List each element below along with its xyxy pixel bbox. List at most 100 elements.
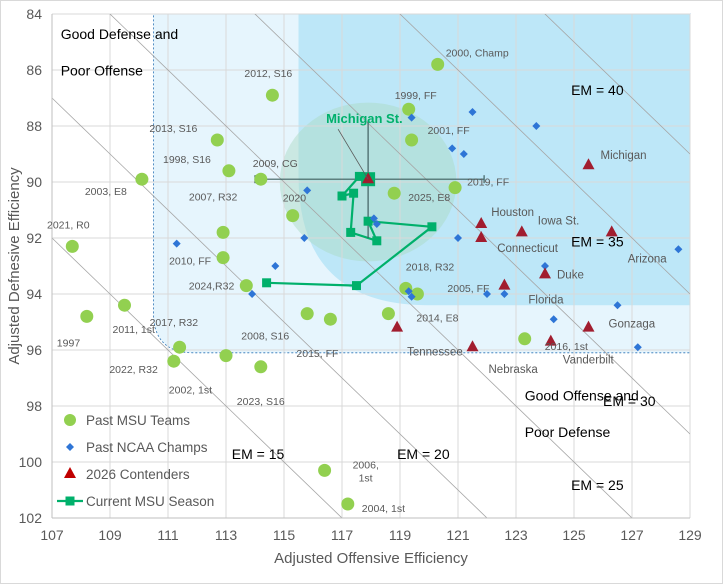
msu-point-label: 2011, 1st	[113, 324, 156, 336]
x-tick-label: 129	[678, 527, 702, 543]
annotation: Poor Offense	[61, 63, 143, 79]
x-tick-label: 109	[98, 527, 122, 543]
zones-layer	[153, 13, 691, 354]
ncaa-champ-point	[613, 301, 622, 310]
contender-point	[475, 217, 488, 228]
contender-point	[466, 340, 479, 352]
x-tick-label: 111	[157, 527, 178, 543]
msu-team-point	[80, 309, 94, 323]
msu-point-label: 2001, FF	[428, 125, 470, 137]
leader-line	[337, 128, 369, 180]
x-tick-label: 121	[446, 527, 470, 543]
contender-point	[362, 172, 375, 184]
contender-label: Michigan	[601, 150, 647, 162]
current-season-point	[354, 171, 364, 181]
contender-label: Nebraska	[489, 364, 539, 376]
ncaa-champ-point	[407, 113, 416, 122]
msu-team-point	[135, 172, 149, 186]
msu-point-label: 2019, FF	[467, 177, 509, 189]
y-tick-label: 94	[26, 286, 42, 302]
x-tick-label: 107	[40, 527, 64, 543]
contender-point	[605, 225, 618, 237]
x-tick-label: 127	[620, 527, 644, 543]
legend-label: 2026 Contenders	[86, 467, 190, 482]
contender-point	[582, 158, 595, 170]
msu-point-label: 2008, S16	[241, 331, 289, 343]
msu-point-label: 1st	[359, 472, 373, 484]
msu-point-label: 2018, R32	[406, 261, 455, 273]
y-axis-title: Adjusted Defnesive Efficiency	[6, 167, 23, 365]
msu-team-point	[341, 497, 355, 511]
msu-team-point	[381, 307, 395, 321]
annotation: Good Defense and	[61, 26, 179, 42]
contender-label: Connecticut	[497, 243, 559, 255]
msu-point-label: 2007, R32	[189, 191, 238, 203]
msu-team-point	[254, 360, 268, 374]
ncaa-champ-point	[468, 108, 477, 116]
contender-point	[582, 320, 595, 332]
annotation: EM = 40	[571, 82, 624, 98]
msu-team-point	[173, 340, 187, 354]
y-tick-label: 90	[26, 174, 42, 190]
x-tick-label: 113	[215, 527, 238, 543]
msu-point-label: 2006,	[353, 459, 379, 471]
ncaa-champ-point	[372, 220, 381, 228]
msu-point-label: 2003, E8	[85, 186, 127, 198]
current-season-line	[266, 175, 435, 287]
y-tick-label: 84	[26, 6, 42, 22]
current-season-point	[427, 222, 437, 232]
ncaa-champ-point	[541, 262, 549, 270]
annotation: EM = 15	[232, 446, 285, 462]
michigan-st-label: Michigan St.	[326, 111, 403, 126]
y-tick-label: 102	[19, 510, 43, 526]
annotation: Good Offense and	[525, 387, 639, 403]
legend-diamond-icon	[66, 443, 74, 451]
contender-point	[391, 320, 404, 332]
msu-point-label: 1997	[57, 337, 81, 349]
current-season-point	[372, 236, 382, 246]
msu-point-label: 2021, R0	[47, 219, 90, 231]
msu-point-label: 2005, FF	[447, 283, 489, 295]
annotation: EM = 20	[397, 446, 450, 462]
legend-label: Past MSU Teams	[86, 413, 190, 428]
msu-team-point	[216, 251, 230, 265]
current-season-point	[337, 191, 347, 201]
point-labels: 2000, Champ 2012, S16 1999, FF 2001, FF 2013…	[47, 47, 667, 515]
annotations: Good Defense and Poor Offense Good Offense…	[61, 26, 656, 493]
ncaa-champ-point	[300, 234, 309, 242]
y-tick-label: 86	[26, 62, 42, 78]
em-line	[109, 14, 633, 518]
em-line	[52, 237, 343, 518]
ncaa-champ-point	[248, 290, 257, 298]
msu-team-point	[65, 239, 79, 253]
ncaa-champ-point	[369, 214, 378, 223]
msu-team-point	[286, 209, 300, 223]
em-line	[52, 97, 488, 518]
contender-label: Houston	[491, 207, 534, 219]
current-season-point	[352, 281, 361, 291]
msu-team-point	[402, 102, 416, 116]
contender-point	[539, 267, 551, 279]
x-tick-label: 115	[273, 527, 296, 543]
current-season-point	[349, 188, 359, 198]
msu-point-label: 1999, FF	[395, 90, 437, 102]
msu-point-label: 2024,R32	[189, 281, 235, 293]
ncaa-champ-point	[500, 290, 509, 298]
current-season-point	[262, 278, 272, 288]
ncaa-champ-point	[633, 343, 642, 352]
legend: Past MSU Teams Past NCAA Champs 2026 Conte…	[57, 413, 214, 509]
ncaa-champ-point	[454, 234, 462, 242]
x-tick-label: 119	[389, 527, 412, 543]
ncaa-champ-point	[549, 315, 558, 324]
msu-point-label: 2022, R32	[109, 364, 158, 376]
contender-point	[544, 334, 557, 346]
y-tick-label: 98	[26, 398, 42, 414]
annotation: EM = 25	[571, 477, 624, 493]
legend-square-icon	[65, 496, 75, 506]
ncaa-champ-point	[459, 150, 468, 158]
msu-point-label: 2015, FF	[296, 348, 338, 360]
msu-team-point	[405, 133, 419, 147]
msu-point-label: 2002, 1st	[169, 385, 212, 397]
msu-point-label: 2010, FF	[169, 256, 211, 268]
